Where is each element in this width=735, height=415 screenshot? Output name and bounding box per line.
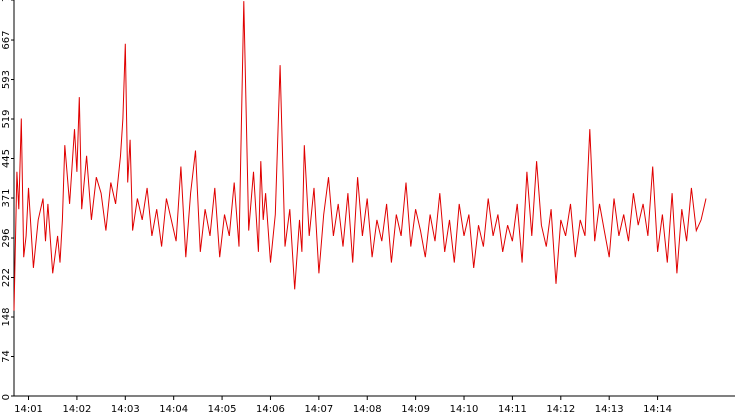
y-tick-label: 371 (1, 188, 12, 207)
x-axis-ticks: 14:01 14:02 14:03 14:04 14:05 14:06 14:07 14:08… (14, 396, 672, 415)
x-axis: 14:01 14:02 14:03 14:04 14:05 14:06 14:07 14:08… (14, 395, 735, 415)
x-tick-label: 14:08 (353, 404, 382, 415)
x-tick-label: 14:01 (14, 404, 43, 415)
series-line (13, 1, 707, 311)
x-tick-label: 14:14 (643, 404, 672, 415)
y-tick-label: 74 (1, 350, 12, 363)
x-tick-label: 14:02 (62, 404, 91, 415)
y-tick-label: 742 (1, 0, 12, 2)
x-tick-label: 14:13 (595, 404, 624, 415)
x-tick-label: 14:03 (111, 404, 140, 415)
x-tick-label: 14:10 (450, 404, 479, 415)
x-tick-label: 14:12 (546, 404, 575, 415)
y-tick-label: 445 (1, 149, 12, 168)
y-tick-label: 148 (1, 307, 12, 326)
x-tick-label: 14:06 (256, 404, 285, 415)
x-tick-label: 14:05 (208, 404, 237, 415)
x-tick-label: 14:07 (304, 404, 333, 415)
y-tick-label: 296 (1, 228, 12, 247)
y-tick-label: 593 (1, 70, 12, 89)
y-axis: 0 74 148 222 296 371 445 519 593 667 742 (1, 0, 15, 400)
y-tick-label: 519 (1, 109, 12, 128)
y-tick-label: 0 (1, 394, 12, 400)
x-tick-label: 14:11 (498, 404, 527, 415)
x-tick-label: 14:04 (159, 404, 188, 415)
y-tick-label: 667 (1, 30, 12, 49)
x-tick-label: 14:09 (401, 404, 430, 415)
plot-area (13, 1, 707, 311)
y-axis-ticks: 0 74 148 222 296 371 445 519 593 667 742 (1, 0, 14, 400)
y-tick-label: 222 (1, 268, 12, 287)
